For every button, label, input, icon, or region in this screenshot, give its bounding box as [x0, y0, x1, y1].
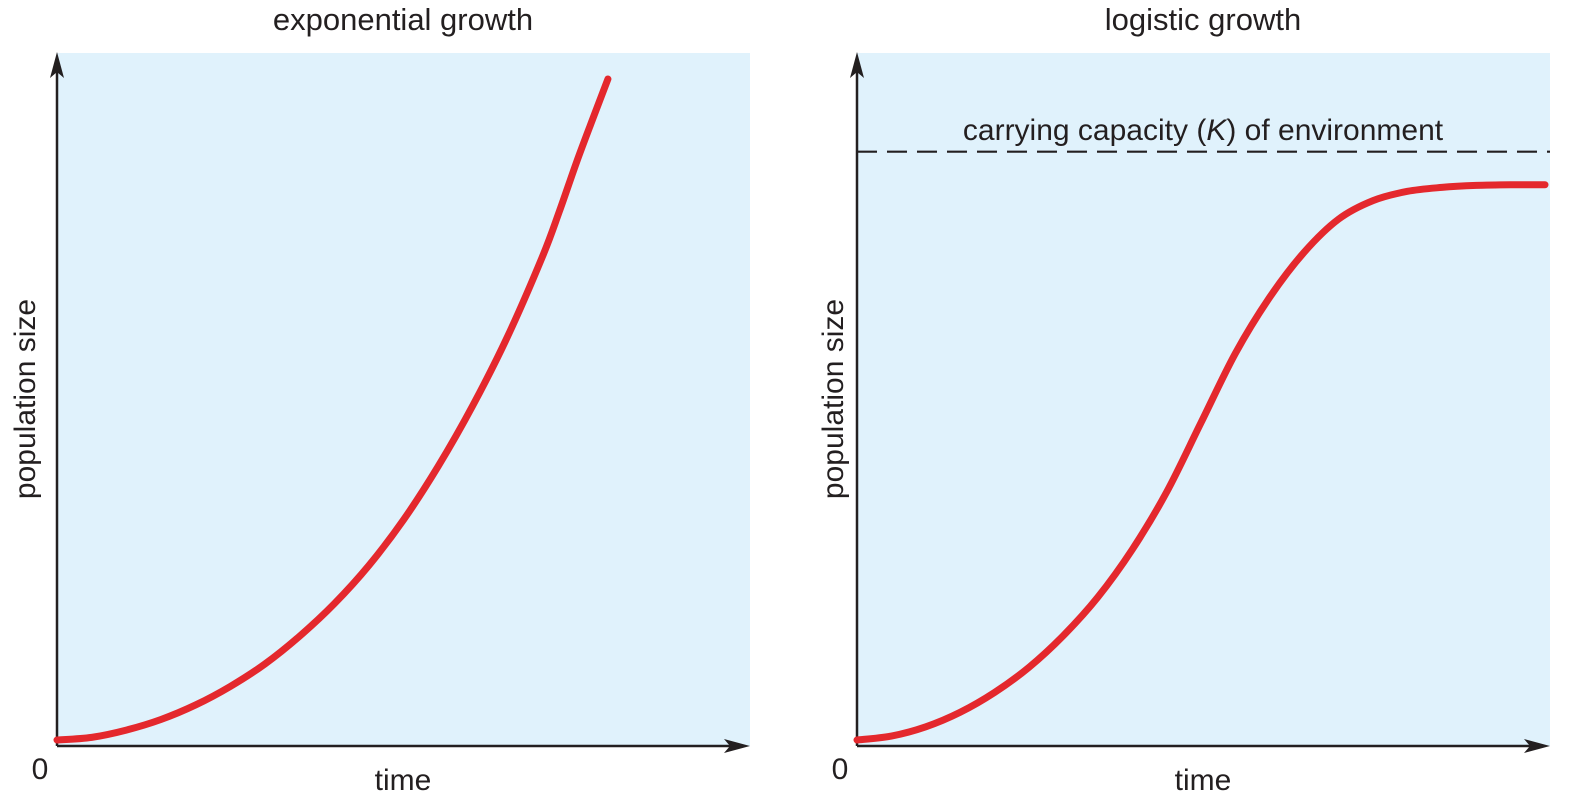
exponential-curve: [53, 75, 612, 744]
origin-label: 0: [832, 753, 849, 786]
carrying-capacity-symbol: K: [1206, 114, 1228, 147]
x-axis-label: time: [1175, 764, 1232, 797]
x-axis-label: time: [375, 764, 432, 797]
x-axis-arrowhead: [1524, 739, 1550, 753]
chart-title: exponential growth: [273, 2, 533, 37]
y-axis-label: population size: [9, 299, 42, 499]
x-axis-arrowhead: [724, 739, 750, 753]
origin-label: 0: [32, 753, 49, 786]
carrying-capacity-label: carrying capacity (K) of environment: [963, 114, 1444, 147]
y-axis-arrowhead: [850, 52, 864, 78]
exponential-growth-chart: exponential growth 0 time population siz…: [9, 2, 750, 797]
carrying-capacity-label-suffix: ) of environment: [1226, 114, 1443, 147]
carrying-capacity-label-prefix: carrying capacity (: [963, 114, 1206, 147]
plot-background: [857, 53, 1550, 746]
plot-background: [57, 53, 750, 746]
y-axis-label: population size: [817, 299, 850, 499]
y-axis-arrowhead: [50, 52, 64, 78]
logistic-curve: [853, 181, 1549, 744]
logistic-growth-chart: logistic growth 0 time population size c…: [817, 2, 1550, 797]
chart-title: logistic growth: [1105, 2, 1301, 37]
